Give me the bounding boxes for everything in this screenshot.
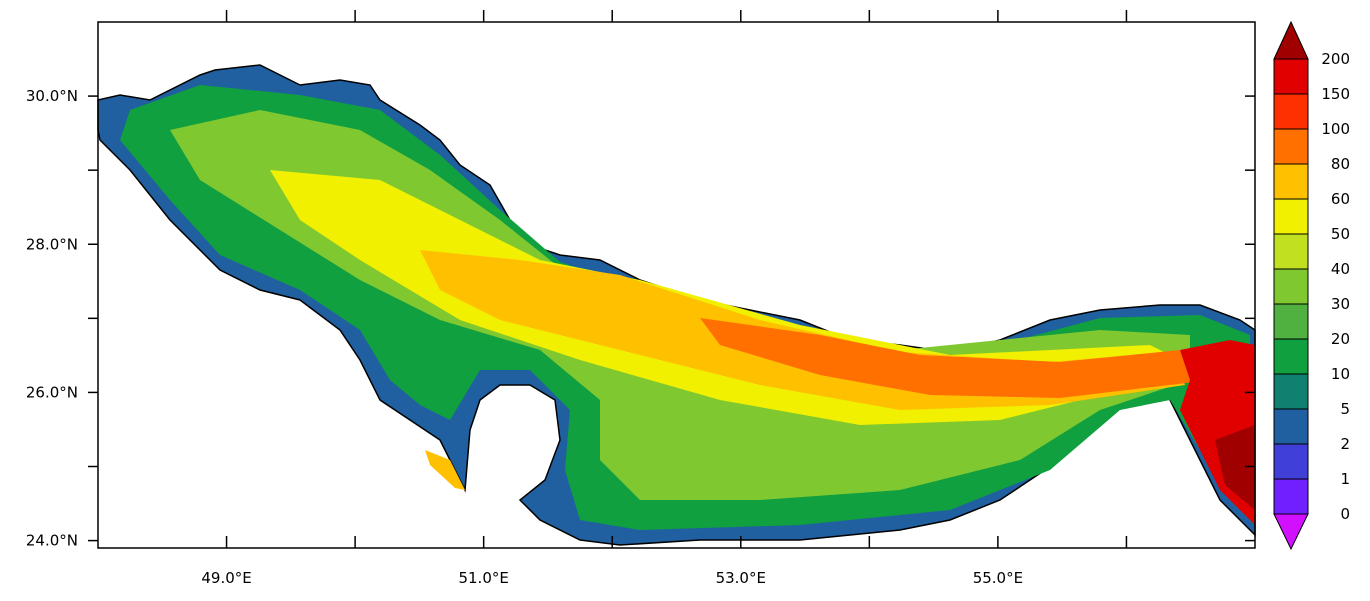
- colorbar-label: 1: [1340, 470, 1350, 488]
- colorbar-min-arrow: [1273, 513, 1309, 551]
- colorbar-box: [1273, 478, 1309, 515]
- depth-band: [425, 450, 465, 490]
- colorbar-label: 30: [1331, 295, 1350, 313]
- colorbar-label: 10: [1331, 365, 1350, 383]
- colorbar-box: [1273, 408, 1309, 445]
- colorbar-label: 20: [1331, 330, 1350, 348]
- y-tick-label: 24.0°N: [26, 532, 78, 550]
- colorbar-box: [1273, 303, 1309, 340]
- colorbar-box: [1273, 163, 1309, 200]
- x-tick-label: 49.0°E: [201, 569, 251, 587]
- colorbar-label: 2: [1340, 435, 1350, 453]
- colorbar-label: 0: [1340, 505, 1350, 523]
- colorbar-box: [1273, 58, 1309, 95]
- colorbar-label: 80: [1331, 155, 1350, 173]
- colorbar-label: 40: [1331, 260, 1350, 278]
- y-tick-label: 26.0°N: [26, 383, 78, 401]
- colorbar-max-arrow: [1273, 20, 1309, 60]
- colorbar-label: 200: [1321, 50, 1350, 68]
- depth-band: [1215, 425, 1255, 510]
- colorbar-label: 60: [1331, 190, 1350, 208]
- colorbar: 0 1 2 5 10 20 30 40 50 60 80 100 150 200: [1273, 20, 1350, 551]
- colorbar-label: 50: [1331, 225, 1350, 243]
- colorbar-box: [1273, 443, 1309, 480]
- gulf-shading: [97, 64, 1256, 546]
- colorbar-box: [1273, 338, 1309, 375]
- colorbar-box: [1273, 233, 1309, 270]
- y-tick-label: 28.0°N: [26, 235, 78, 253]
- plot-frame: [97, 21, 1256, 549]
- x-tick-label: 53.0°E: [716, 569, 766, 587]
- colorbar-box: [1273, 268, 1309, 305]
- colorbar-label: 100: [1321, 120, 1350, 138]
- colorbar-label: 5: [1340, 400, 1350, 418]
- colorbar-label: 150: [1321, 85, 1350, 103]
- colorbar-box: [1273, 373, 1309, 410]
- x-tick-label: 51.0°E: [458, 569, 508, 587]
- axis-ticks: 49.0°E 51.0°E 53.0°E 55.0°E 30.0°N 28.0°N 26.0…: [26, 10, 1255, 587]
- y-tick-label: 30.0°N: [26, 87, 78, 105]
- colorbar-box: [1273, 93, 1309, 130]
- depth-band: [700, 318, 1195, 398]
- x-tick-label: 55.0°E: [973, 569, 1023, 587]
- colorbar-box: [1273, 198, 1309, 235]
- colorbar-box: [1273, 128, 1309, 165]
